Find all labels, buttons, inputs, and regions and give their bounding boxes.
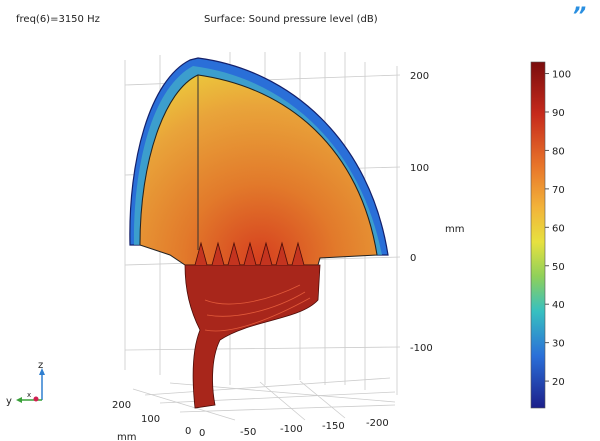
dome-surface	[139, 74, 378, 266]
z-tick: -100	[410, 343, 433, 354]
y-axis-ticks: 0 -50 -100 -150 -200	[199, 418, 389, 439]
horn-ducts	[184, 241, 321, 409]
x-axis-label: mm	[117, 432, 136, 441]
parameter-label: freq(6)=3150 Hz	[16, 14, 100, 25]
y-tick: 0	[199, 428, 205, 439]
z-tick: 0	[410, 253, 416, 264]
colorbar-tick-label: 70	[552, 185, 565, 196]
axis-triad: z y x	[6, 360, 45, 407]
colorbar-tick-label: 40	[552, 300, 565, 311]
x-tick: 100	[141, 414, 160, 425]
colorbar-tick-label: 80	[552, 146, 565, 157]
colorbar-ticks: 100 90 80 70 60 50 40 30 20	[545, 70, 571, 388]
colorbar-tick-label: 90	[552, 108, 565, 119]
z-axis-label: mm	[445, 224, 464, 235]
y-tick: -200	[366, 418, 389, 429]
colorbar-tick-label: 20	[552, 377, 565, 388]
colorbar	[530, 61, 546, 409]
z-tick: 100	[410, 163, 429, 174]
y-tick: -150	[322, 421, 345, 432]
y-tick: -50	[240, 427, 256, 438]
x-axis-ticks: 200 100 0 mm	[112, 400, 191, 441]
colorbar-tick-label: 30	[552, 339, 565, 350]
plot-title: Surface: Sound pressure level (dB)	[204, 14, 378, 25]
triad-x: x	[27, 391, 31, 399]
colorbar-tick-label: 100	[552, 70, 571, 81]
triad-z: z	[38, 360, 43, 371]
y-tick: -100	[280, 424, 303, 435]
z-axis-ticks: 200 100 0 -100 mm	[410, 71, 464, 354]
colorbar-tick-label: 50	[552, 262, 565, 273]
colorbar-tick-label: 60	[552, 223, 565, 234]
triad-y: y	[6, 396, 12, 407]
x-tick: 0	[185, 426, 191, 437]
z-tick: 200	[410, 71, 429, 82]
x-tick: 200	[112, 400, 131, 411]
quote-logo-icon: ”	[572, 4, 587, 29]
